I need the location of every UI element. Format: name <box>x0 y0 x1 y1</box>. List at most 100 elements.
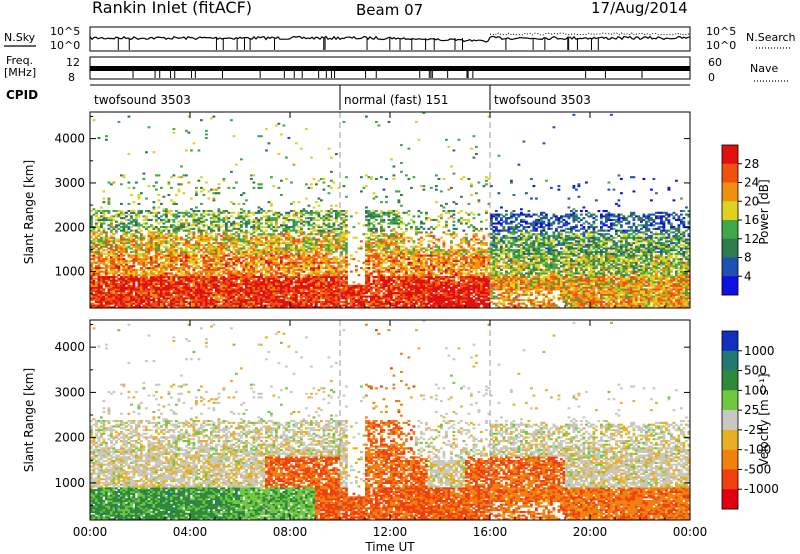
heatmap-cell <box>182 226 186 229</box>
heatmap-cell <box>92 286 96 289</box>
heatmap-cell <box>150 234 153 238</box>
heatmap-cell <box>142 258 146 261</box>
heatmap-cell <box>135 256 138 259</box>
heatmap-cell <box>195 222 198 225</box>
heatmap-cell <box>222 220 226 223</box>
heatmap-cell <box>297 288 301 291</box>
heatmap-cell <box>230 274 233 277</box>
heatmap-cell <box>220 300 223 303</box>
heatmap-cell <box>150 306 153 308</box>
heatmap-cell <box>340 284 343 287</box>
heatmap-cell <box>372 231 376 234</box>
heatmap-cell <box>325 299 328 302</box>
heatmap-cell <box>175 300 178 303</box>
heatmap-cell <box>157 281 161 284</box>
heatmap-cell <box>125 261 128 264</box>
heatmap-cell <box>297 277 301 280</box>
heatmap-cell <box>260 208 263 211</box>
heatmap-cell <box>337 281 341 284</box>
heatmap-cell <box>140 302 143 305</box>
heatmap-cell <box>217 299 221 302</box>
heatmap-cell <box>247 220 251 223</box>
heatmap-cell <box>342 302 346 305</box>
heatmap-cell <box>150 288 153 291</box>
heatmap-cell <box>250 291 253 295</box>
heatmap-cell <box>287 270 291 273</box>
heatmap-cell <box>275 236 278 239</box>
heatmap-cell <box>235 217 238 220</box>
heatmap-cell <box>162 242 166 245</box>
heatmap-cell <box>197 286 201 289</box>
heatmap-cell <box>167 295 171 298</box>
heatmap-cell <box>325 290 328 293</box>
heatmap-cell <box>205 240 208 243</box>
heatmap-cell <box>257 277 261 280</box>
heatmap-cell <box>195 295 198 298</box>
heatmap-cell <box>147 218 151 221</box>
heatmap-cell <box>120 202 123 205</box>
heatmap-cell <box>232 281 236 284</box>
heatmap-cell <box>322 300 326 303</box>
heatmap-cell <box>147 302 151 305</box>
heatmap-cell <box>277 295 281 298</box>
heatmap-cell <box>185 291 188 295</box>
heatmap-cell <box>377 270 381 273</box>
heatmap-cell <box>287 293 291 296</box>
heatmap-cell <box>290 288 293 291</box>
heatmap-cell <box>365 270 368 273</box>
heatmap-cell <box>235 227 238 230</box>
heatmap-cell <box>117 306 121 308</box>
heatmap-cell <box>122 258 126 261</box>
heatmap-cell <box>172 220 176 223</box>
heatmap-cell <box>207 236 211 239</box>
heatmap-cell <box>272 275 276 279</box>
cpid-segment-label: normal (fast) 151 <box>344 93 448 107</box>
heatmap-cell <box>162 265 166 268</box>
heatmap-cell <box>165 217 168 220</box>
heatmap-cell <box>267 226 271 229</box>
heatmap-cell <box>185 295 188 298</box>
heatmap-cell <box>292 226 296 229</box>
heatmap-cell <box>112 270 116 273</box>
heatmap-cell <box>337 211 341 214</box>
heatmap-cell <box>100 295 103 298</box>
heatmap-cell <box>267 302 271 305</box>
heatmap-cell <box>157 304 161 307</box>
heatmap-cell <box>202 210 206 213</box>
heatmap-cell <box>320 256 323 259</box>
heatmap-cell <box>180 176 183 179</box>
heatmap-cell <box>347 288 351 291</box>
heatmap-cell <box>237 295 241 298</box>
heatmap-cell <box>95 231 98 234</box>
heatmap-cell <box>337 233 341 236</box>
heatmap-cell <box>187 242 191 245</box>
heatmap-cell <box>142 299 146 302</box>
heatmap-cell <box>275 302 278 305</box>
heatmap-cell <box>315 229 318 232</box>
heatmap-cell <box>282 306 286 308</box>
heatmap-cell <box>137 224 141 227</box>
heatmap-cell <box>112 181 116 184</box>
heatmap-cell <box>300 297 303 300</box>
heatmap-cell <box>157 252 161 255</box>
heatmap-cell <box>225 302 228 305</box>
heatmap-cell <box>370 233 373 236</box>
heatmap-cell <box>145 249 148 252</box>
heatmap-cell <box>100 222 103 225</box>
heatmap-cell <box>165 242 168 245</box>
heatmap-cell <box>255 263 258 266</box>
heatmap-cell <box>142 261 146 264</box>
heatmap-cell <box>102 220 106 223</box>
heatmap-cell <box>185 243 188 246</box>
heatmap-cell <box>165 272 168 275</box>
heatmap-cell <box>370 176 373 179</box>
heatmap-cell <box>370 234 373 238</box>
heatmap-cell <box>295 249 298 252</box>
heatmap-cell <box>100 256 103 259</box>
heatmap-cell <box>342 242 346 245</box>
heatmap-cell <box>372 192 376 195</box>
heatmap-cell <box>210 265 213 268</box>
heatmap-cell <box>115 252 118 255</box>
heatmap-cell <box>102 261 106 264</box>
heatmap-cell <box>292 277 296 280</box>
